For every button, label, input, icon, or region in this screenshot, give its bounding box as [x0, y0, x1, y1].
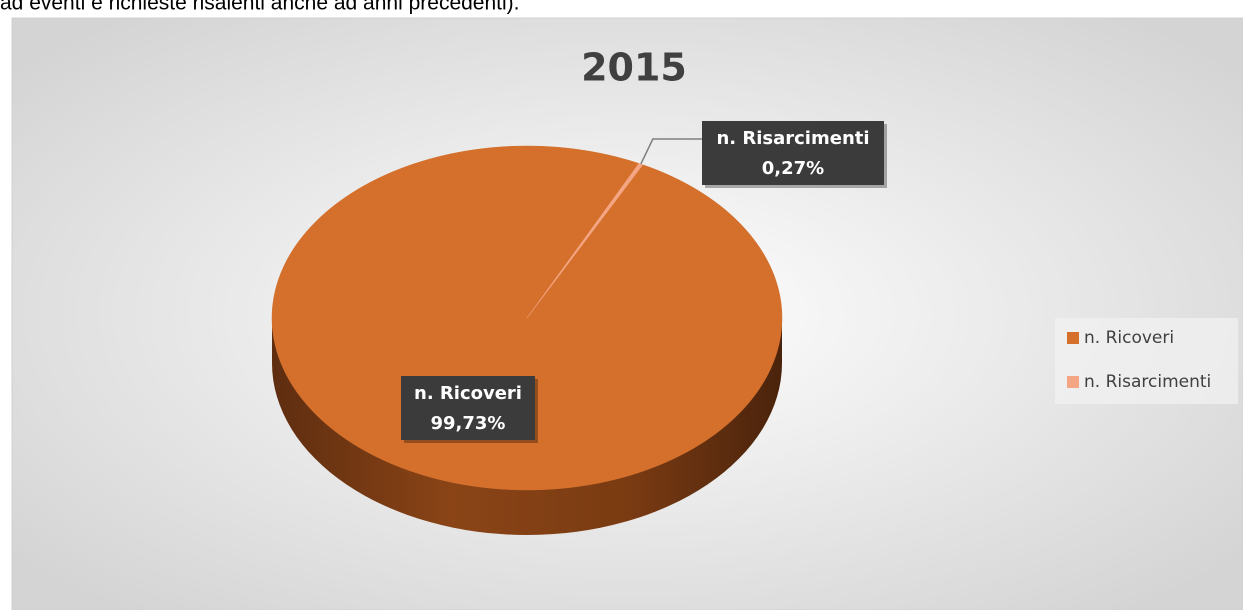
label-box	[401, 376, 535, 440]
legend-swatch	[1067, 376, 1079, 388]
caption: ad eventi e richieste risalenti anche ad…	[0, 0, 519, 15]
data-label-value: 99,73%	[431, 413, 506, 434]
data-label-name: n. Ricoveri	[414, 383, 522, 404]
data-labels: n. Ricoveri 99,73% n. Risarcimenti 0,27%	[401, 121, 887, 443]
label-box	[702, 121, 884, 185]
data-label-value: 0,27%	[762, 158, 824, 179]
legend-label: n. Risarcimenti	[1084, 372, 1211, 392]
data-label-name: n. Risarcimenti	[716, 128, 869, 149]
leader-line	[640, 138, 702, 165]
legend-box	[1055, 318, 1238, 404]
legend-label: n. Ricoveri	[1084, 328, 1174, 348]
chart-title: 2015	[581, 46, 687, 90]
legend-swatch	[1067, 332, 1079, 344]
pie	[271, 145, 783, 535]
legend: n. Ricoveri n. Risarcimenti	[1067, 328, 1211, 392]
